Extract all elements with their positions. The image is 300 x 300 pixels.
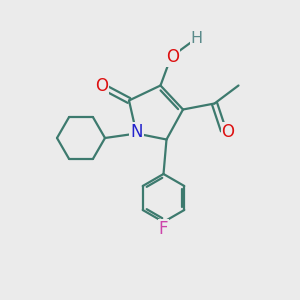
Text: O: O (221, 123, 235, 141)
Text: O: O (95, 76, 109, 94)
Text: F: F (159, 220, 168, 238)
Text: H: H (190, 32, 202, 46)
Text: N: N (130, 123, 143, 141)
Text: O: O (166, 48, 179, 66)
